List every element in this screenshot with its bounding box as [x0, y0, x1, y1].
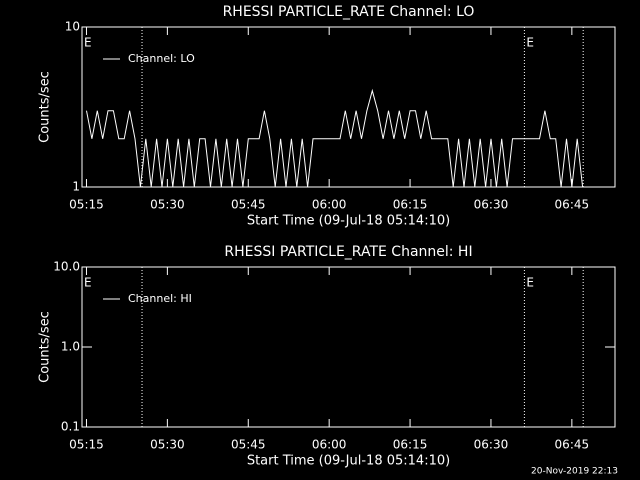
data-line [86, 88, 584, 188]
y-axis-title: Counts/sec [38, 71, 53, 143]
x-tick-label: 06:45 [555, 198, 590, 212]
x-tick-label: 06:30 [474, 198, 509, 212]
x-axis-title: Start Time (09-Jul-18 05:14:10) [247, 214, 450, 229]
x-tick-label: 06:00 [312, 198, 347, 212]
y-tick-label: 1 [72, 180, 80, 194]
x-tick-label: 05:15 [69, 198, 104, 212]
y-axis-title: Counts/sec [38, 311, 53, 383]
annotation: E [84, 36, 92, 50]
x-tick-label: 06:30 [474, 438, 509, 452]
x-tick-label: 06:45 [555, 438, 590, 452]
x-tick-label: 05:30 [150, 198, 185, 212]
annotation: E [526, 36, 534, 50]
footer: 20-Nov-2019 22:13 [531, 467, 618, 477]
plot-frame [81, 26, 616, 188]
chart-title: RHESSI PARTICLE_RATE Channel: HI [224, 244, 472, 260]
y-tick-label: 1.0 [61, 340, 80, 354]
x-tick-label: 05:45 [231, 198, 266, 212]
x-tick-label: 06:15 [393, 438, 428, 452]
legend-label: Channel: LO [128, 52, 195, 65]
annotation: E [526, 276, 534, 290]
y-tick-label: 10 [65, 20, 80, 34]
y-tick-label: 0.1 [61, 420, 80, 434]
x-axis-title: Start Time (09-Jul-18 05:14:10) [247, 454, 450, 469]
x-tick-label: 05:30 [150, 438, 185, 452]
x-tick-label: 05:15 [69, 438, 104, 452]
x-tick-label: 06:00 [312, 438, 347, 452]
x-tick-label: 05:45 [231, 438, 266, 452]
chart-title: RHESSI PARTICLE_RATE Channel: LO [223, 4, 475, 20]
annotation: E [84, 276, 92, 290]
y-tick-label: 10.0 [53, 260, 80, 274]
x-tick-label: 06:15 [393, 198, 428, 212]
plot-frame [81, 266, 616, 428]
legend-label: Channel: HI [128, 292, 192, 305]
